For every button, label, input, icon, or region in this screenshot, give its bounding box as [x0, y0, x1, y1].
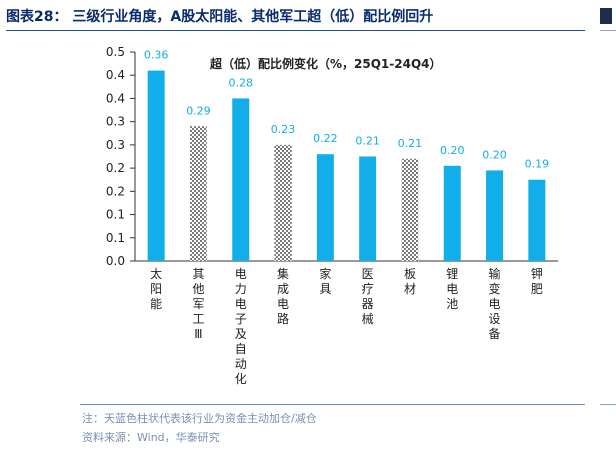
- y-tick-label: 0.5: [106, 45, 125, 59]
- bar-3: [232, 98, 250, 261]
- x-category-label: 板材: [404, 267, 416, 296]
- adjacent-figure-rule: [600, 30, 616, 31]
- bar-value-label: 0.28: [229, 76, 254, 89]
- x-category-label: 集成电路: [277, 266, 289, 326]
- bar-9: [486, 170, 504, 261]
- x-category-label: 钾肥: [531, 267, 543, 296]
- bar-value-label: 0.20: [440, 144, 465, 157]
- bar-10: [528, 179, 546, 261]
- x-category-label: 家具: [319, 266, 331, 296]
- bar-group: [147, 70, 546, 261]
- adjacent-figure-rule-bottom: [600, 404, 616, 405]
- y-tick-label: 0.1: [106, 208, 125, 222]
- bar-value-label: 0.23: [271, 123, 296, 136]
- y-tick-label: 0.1: [106, 231, 125, 245]
- footer-note: 注：天蓝色柱状代表该行业为资金主动加仓/减仓: [82, 412, 317, 425]
- bar-value-label: 0.36: [144, 49, 169, 62]
- bar-value-label: 0.22: [313, 132, 338, 145]
- bar-value-label: 0.20: [482, 148, 507, 161]
- adjacent-figure-marker: [600, 8, 612, 24]
- bar-value-label: 0.21: [398, 137, 423, 150]
- x-category-label: 其他军工 Ⅲ: [192, 267, 204, 341]
- bar-7: [401, 158, 419, 261]
- x-category-label: 输变电设备: [489, 266, 501, 341]
- x-category-label: 锂电池: [446, 266, 458, 311]
- y-tick-group: 0.0 0.1 0.1 0.2 0.2 0.3 0.3 0.4 0.4 0.5: [106, 45, 135, 268]
- category-label-group: 太阳能 其他军工 Ⅲ 电力电子及自动化 集成电路 家具 医疗器械 板材 锂电池 输变电设备 钾肥: [150, 266, 543, 386]
- y-tick-label: 0.4: [106, 91, 125, 105]
- x-category-label: 电力电子及自动化: [235, 267, 247, 386]
- x-category-label: 医疗器械: [362, 267, 374, 326]
- x-category-label: 太阳能: [150, 266, 162, 311]
- chart-title: 超（低）配比例变化（%，25Q1-24Q4）: [209, 56, 442, 71]
- bar-1: [147, 70, 165, 261]
- title-divider: [6, 30, 585, 31]
- bar-2: [189, 126, 207, 261]
- y-tick-label: 0.2: [106, 184, 125, 198]
- bar-value-label: 0.29: [186, 104, 211, 117]
- bar-8: [443, 165, 461, 261]
- y-tick-label: 0.3: [106, 115, 125, 129]
- y-tick-label: 0.3: [106, 138, 125, 152]
- y-tick-label: 0.0: [106, 254, 125, 268]
- bar-4: [274, 144, 292, 261]
- footer-divider: [80, 404, 585, 405]
- footer-source: 资料来源：Wind，华泰研究: [82, 431, 220, 444]
- value-label-group: 0.36 0.29 0.28 0.23 0.22 0.21 0.21 0.20 0.20 0.19: [144, 49, 549, 171]
- bar-5: [316, 154, 334, 261]
- figure-title: 图表28： 三级行业角度，A股太阳能、其他军工超（低）配比例回升: [6, 9, 434, 25]
- bar-chart: 超（低）配比例变化（%，25Q1-24Q4） 0.00.10.10.20.20.…: [106, 45, 558, 386]
- bar-6: [359, 156, 377, 261]
- bar-value-label: 0.21: [355, 135, 380, 148]
- bar-value-label: 0.19: [525, 158, 550, 171]
- y-tick-label: 0.4: [106, 68, 125, 82]
- y-tick-label: 0.2: [106, 161, 125, 175]
